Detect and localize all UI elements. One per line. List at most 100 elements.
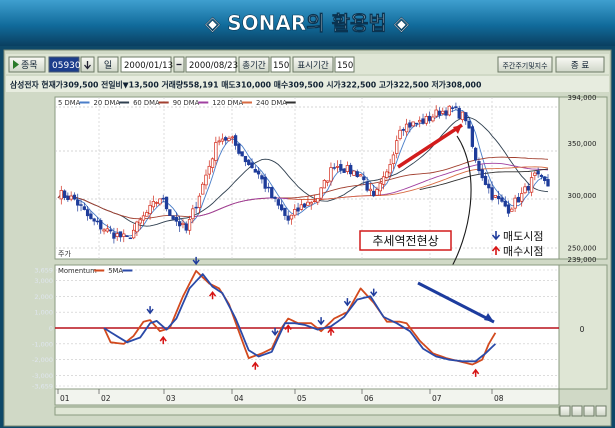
candle [523, 183, 527, 195]
candle [516, 193, 521, 203]
total-period-label: 총기간 [242, 60, 266, 71]
candle [312, 194, 317, 203]
scroll-right-button[interactable] [595, 405, 607, 417]
buy-signal-arrow [251, 361, 259, 370]
candle [85, 206, 90, 221]
candle [513, 194, 517, 212]
momentum-legend-label: Momentum [58, 267, 97, 275]
candle [296, 202, 300, 216]
momentum-tick-label: 3,659 [34, 267, 53, 275]
period-button[interactable]: 일 [97, 56, 119, 73]
display-period-value: 150 [337, 61, 353, 71]
candle [174, 212, 179, 227]
candle [427, 111, 432, 124]
info-bar [6, 76, 609, 92]
uptrend-arrow-line [397, 123, 463, 169]
candle [138, 216, 142, 230]
candle [329, 162, 333, 186]
stock-dropdown-button[interactable] [80, 56, 95, 73]
time-tick-label: 07 [432, 394, 442, 403]
sell-signal-arrow [146, 306, 154, 315]
candle [421, 113, 425, 125]
price-tick-label: 239,000 [568, 256, 597, 264]
quote-info: 삼성전자 현재가309,500 전일비▼13,500 거래량558,191 매도… [10, 80, 482, 90]
end-date-field[interactable]: 2000/08/23 [185, 56, 238, 73]
candle [197, 193, 202, 214]
candle [441, 107, 445, 116]
stock-code-field[interactable]: 05930 [48, 56, 81, 73]
candle [115, 227, 119, 241]
candle [66, 192, 70, 202]
momentum-tick-label: 0 [49, 325, 53, 333]
candle [289, 214, 294, 225]
candle [388, 158, 392, 179]
candle [454, 102, 458, 111]
candle [306, 196, 310, 206]
horizontal-scrollbar[interactable] [54, 406, 560, 416]
candle [332, 163, 336, 171]
weekly-index-button[interactable]: 주간주기및지수 [497, 56, 553, 73]
zoom-out-button[interactable] [583, 405, 595, 417]
candle [372, 184, 376, 198]
start-date-field[interactable]: 2000/01/13 [120, 56, 173, 73]
candle [395, 135, 399, 159]
candle [398, 125, 402, 141]
candle [240, 151, 244, 157]
candle [477, 157, 481, 175]
date-range-toggle[interactable] [173, 56, 185, 73]
scroll-left-button[interactable] [559, 405, 571, 417]
candle [158, 198, 162, 206]
price-panel [54, 96, 560, 260]
zoom-in-button[interactable] [571, 405, 583, 417]
candle [497, 190, 501, 205]
downtrend-arrow-line [417, 281, 495, 324]
total-period-field[interactable]: 150 [270, 56, 291, 73]
banner-title: ◈ SONAR의 활용법 ◈ [205, 11, 410, 35]
candle [434, 105, 438, 119]
candle [319, 186, 323, 201]
buy-signal-arrow [284, 324, 292, 333]
signal-arrows [146, 256, 480, 377]
candle [293, 204, 297, 218]
buy-signal-arrow [327, 327, 335, 336]
display-period-field[interactable]: 150 [334, 56, 355, 73]
candle [155, 201, 159, 207]
candle [191, 204, 195, 224]
end-date-value: 2000/08/23 [189, 61, 238, 71]
close-button[interactable]: 종 료 [555, 56, 605, 73]
candle [500, 194, 504, 203]
candle [82, 202, 86, 211]
price-tick-label: 300,000 [568, 192, 597, 200]
arrow-down-icon [84, 61, 91, 70]
candle [418, 116, 422, 128]
close-button-label: 종 료 [571, 61, 590, 71]
link-curve [446, 135, 472, 276]
display-period-button[interactable]: 표시기간 [292, 56, 334, 73]
momentum-lines [103, 269, 497, 366]
candle [210, 157, 215, 173]
candle [263, 173, 267, 193]
candle [355, 169, 359, 178]
candle [227, 135, 231, 142]
time-tick-label: 01 [60, 394, 70, 403]
momentum-tick-label: 3,000 [34, 277, 53, 285]
candle [145, 209, 149, 217]
ma-legend-label: 240 DMA [256, 99, 287, 107]
stock-button[interactable]: 종목 [8, 56, 46, 73]
candle [408, 119, 412, 133]
trend-reversal-label: 추세역전현상 [372, 234, 438, 248]
candle [358, 173, 363, 177]
candle [316, 198, 320, 206]
candle [457, 105, 461, 120]
total-period-button[interactable]: 총기간 [238, 56, 270, 73]
momentum-right-zero: 0 [580, 325, 585, 334]
candle [230, 135, 234, 144]
candle [510, 207, 514, 212]
price-tick-label: 350,000 [568, 140, 597, 148]
price-axis-ticks: 394,000 350,000 300,000 250,000 239,000 [568, 94, 597, 264]
candle [184, 221, 188, 234]
candle [424, 113, 428, 126]
momentum-axis-ticks: 3,659 3,000 2,000 1,000 0 -1,000 -2,000 -3,000 -… [32, 267, 53, 391]
ma-legend-label: 5 DMA [58, 99, 81, 107]
